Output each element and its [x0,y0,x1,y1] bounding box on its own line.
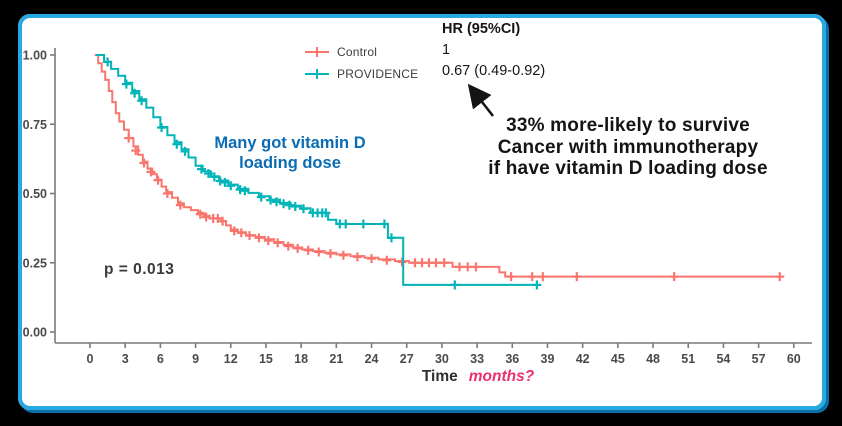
vitamin-note-line1: Many got vitamin D [214,134,366,152]
legend-row-control: Control [304,41,418,63]
y-tick-label: 0.75 [23,118,47,132]
arrow-annotation-icon [467,83,495,117]
series-providence-curve [95,54,542,290]
x-tick-label: 12 [224,352,238,366]
legend-label-providence: PROVIDENCE [337,67,419,81]
hr-providence-value: 0.67 (0.49-0.92) [442,63,546,79]
x-tick-label: 60 [787,352,801,366]
plot-legend: Control PROVIDENCE [304,41,418,85]
y-tick-label: 0.25 [23,256,47,270]
y-tick-label: 0.00 [23,326,47,340]
x-tick-label: 45 [611,352,625,366]
x-tick-label: 57 [752,352,766,366]
survival-benefit-note: 33% more-likely to survive Cancer with i… [438,115,818,180]
x-axis-title: Time months? [338,368,618,386]
y-axis-ticks: 0.00 0.25 0.50 0.75 1.00 [23,49,55,340]
x-tick-label: 24 [365,352,379,366]
x-tick-label: 6 [157,352,164,366]
vitamin-note-line2: loading dose [239,154,341,172]
km-survival-plot: 0.000.250.500.751.000 3 6 9 12 15 18 21 24 27 30 33… [23,48,812,366]
time-label: Time [421,368,458,385]
legend-label-control: Control [337,45,378,59]
x-tick-label: 36 [505,352,519,366]
providence-series-marker-icon [305,69,329,79]
months-question-label: months? [468,368,535,385]
x-tick-label: 27 [400,352,414,366]
x-tick-label: 39 [541,352,555,366]
axes [54,48,812,344]
x-tick-label: 48 [646,352,660,366]
x-tick-label: 33 [470,352,484,366]
x-tick-label: 9 [192,352,199,366]
hazard-ratio-block: HR (95%CI) 1 0.67 (0.49-0.92) [442,19,545,82]
y-tick-label: 0.50 [23,187,47,201]
x-tick-label: 51 [681,352,695,366]
series-control-curve [94,54,785,282]
vitamin-d-note: Many got vitamin D loading dose [190,133,390,173]
x-tick-label: 0 [87,352,94,366]
survival-note-line3: if have vitamin D loading dose [488,158,768,179]
survival-note-line1: 33% more-likely to survive [506,115,750,136]
x-tick-label: 15 [259,352,273,366]
p-value-label: p = 0.013 [104,261,175,278]
hr-header: HR (95%CI) [442,21,521,37]
survival-note-line2: Cancer with immunotherapy [497,136,759,158]
y-tick-label: 1.00 [23,49,47,63]
legend-row-providence: PROVIDENCE [304,63,418,85]
control-series-marker-icon [305,47,329,57]
x-tick-label: 54 [716,352,730,366]
hr-control-value: 1 [442,42,451,58]
x-tick-label: 30 [435,352,449,366]
x-tick-label: 21 [329,352,343,366]
x-tick-label: 3 [122,352,129,366]
chart-card: 0.00 0.25 0.50 0.75 1.00 0 3 6 9 12 15 18 21 24 27 30 33… [18,14,826,410]
x-tick-label: 42 [576,352,590,366]
x-tick-label: 18 [294,352,308,366]
x-axis-ticks: 0 3 6 9 12 15 18 21 24 27 30 33 36 39 42 45 48 51 54 57 60 [87,343,801,366]
